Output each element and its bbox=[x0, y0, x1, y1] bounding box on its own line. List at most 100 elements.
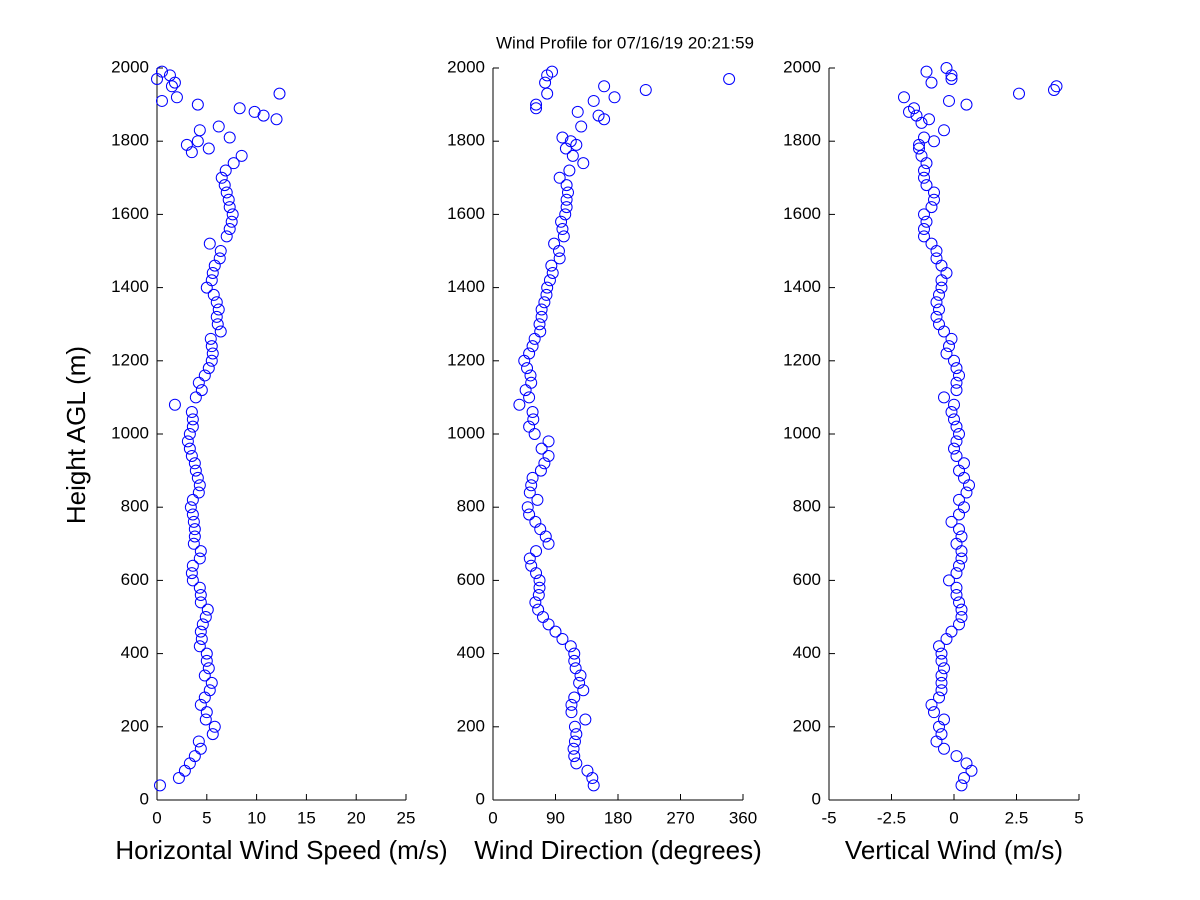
point bbox=[210, 296, 223, 309]
y-tick-label: 400 bbox=[793, 643, 821, 662]
y-tick-label: 200 bbox=[793, 716, 821, 735]
point bbox=[938, 124, 950, 137]
point bbox=[525, 559, 538, 572]
y-tick-label: 800 bbox=[121, 497, 149, 516]
point bbox=[214, 325, 227, 338]
point bbox=[598, 80, 611, 93]
point bbox=[193, 552, 206, 565]
point bbox=[532, 603, 545, 616]
point bbox=[185, 406, 198, 419]
point bbox=[545, 259, 558, 272]
point bbox=[571, 105, 584, 118]
point bbox=[155, 94, 168, 107]
point bbox=[220, 230, 233, 243]
point bbox=[188, 530, 201, 543]
point bbox=[533, 581, 546, 594]
x-tick-label: 25 bbox=[397, 808, 416, 827]
point bbox=[541, 87, 554, 100]
point bbox=[524, 369, 537, 382]
point bbox=[194, 596, 207, 609]
point bbox=[950, 420, 963, 433]
point bbox=[935, 669, 948, 682]
point bbox=[923, 113, 935, 126]
point bbox=[568, 654, 581, 667]
point bbox=[935, 684, 948, 697]
point bbox=[235, 149, 248, 162]
point bbox=[569, 662, 582, 675]
point bbox=[195, 632, 208, 645]
point bbox=[543, 274, 556, 287]
point bbox=[549, 625, 562, 638]
point bbox=[908, 102, 920, 115]
point bbox=[575, 120, 588, 133]
point bbox=[526, 340, 539, 353]
point bbox=[950, 567, 963, 580]
point bbox=[928, 193, 940, 206]
point bbox=[913, 142, 925, 155]
y-tick-label: 2000 bbox=[447, 57, 485, 76]
point bbox=[587, 779, 600, 792]
point bbox=[1013, 87, 1025, 100]
point bbox=[170, 91, 183, 104]
point bbox=[529, 515, 542, 528]
point bbox=[540, 288, 553, 301]
point bbox=[521, 501, 534, 514]
x-axis-label: Wind Direction (degrees) bbox=[474, 835, 762, 865]
point bbox=[565, 698, 578, 711]
x-axis-label: Vertical Wind (m/s) bbox=[845, 835, 1063, 865]
point bbox=[960, 757, 973, 770]
point bbox=[205, 676, 218, 689]
point bbox=[935, 647, 948, 660]
y-tick-label: 1200 bbox=[783, 350, 821, 369]
point bbox=[531, 493, 544, 506]
point bbox=[950, 581, 963, 594]
point bbox=[525, 376, 538, 389]
point bbox=[573, 676, 586, 689]
point bbox=[187, 537, 200, 550]
point bbox=[950, 376, 963, 389]
point bbox=[194, 625, 207, 638]
point bbox=[960, 486, 973, 499]
point bbox=[608, 91, 621, 104]
point bbox=[933, 303, 945, 316]
point bbox=[226, 208, 239, 221]
point bbox=[533, 318, 546, 331]
point bbox=[535, 303, 548, 316]
point bbox=[930, 296, 943, 309]
y-tick-label: 800 bbox=[457, 497, 485, 516]
point bbox=[202, 362, 215, 375]
point bbox=[223, 223, 236, 236]
point bbox=[203, 237, 216, 250]
point bbox=[199, 713, 212, 726]
x-tick-label: 2.5 bbox=[1005, 808, 1029, 827]
point bbox=[523, 486, 536, 499]
point bbox=[587, 94, 600, 107]
point bbox=[205, 354, 218, 367]
point bbox=[945, 406, 958, 419]
point bbox=[199, 611, 212, 623]
x-tick-label: 270 bbox=[666, 808, 694, 827]
point bbox=[532, 589, 545, 602]
point bbox=[568, 720, 581, 733]
point bbox=[186, 493, 199, 506]
point bbox=[188, 750, 201, 763]
point bbox=[925, 237, 938, 250]
point bbox=[220, 186, 233, 199]
point bbox=[938, 662, 950, 675]
point bbox=[592, 109, 605, 122]
point bbox=[953, 559, 965, 572]
chart-title: Wind Profile for 07/16/19 20:21:59 bbox=[496, 33, 754, 52]
point bbox=[568, 735, 581, 748]
point bbox=[212, 120, 225, 133]
y-tick-label: 2000 bbox=[783, 57, 821, 76]
y-tick-label: 1600 bbox=[783, 204, 821, 223]
point bbox=[564, 640, 577, 653]
point bbox=[930, 252, 943, 265]
point bbox=[918, 230, 930, 243]
point bbox=[223, 201, 236, 214]
point bbox=[530, 102, 543, 115]
x-tick-label: 20 bbox=[347, 808, 366, 827]
point bbox=[559, 208, 572, 221]
point bbox=[183, 428, 196, 440]
